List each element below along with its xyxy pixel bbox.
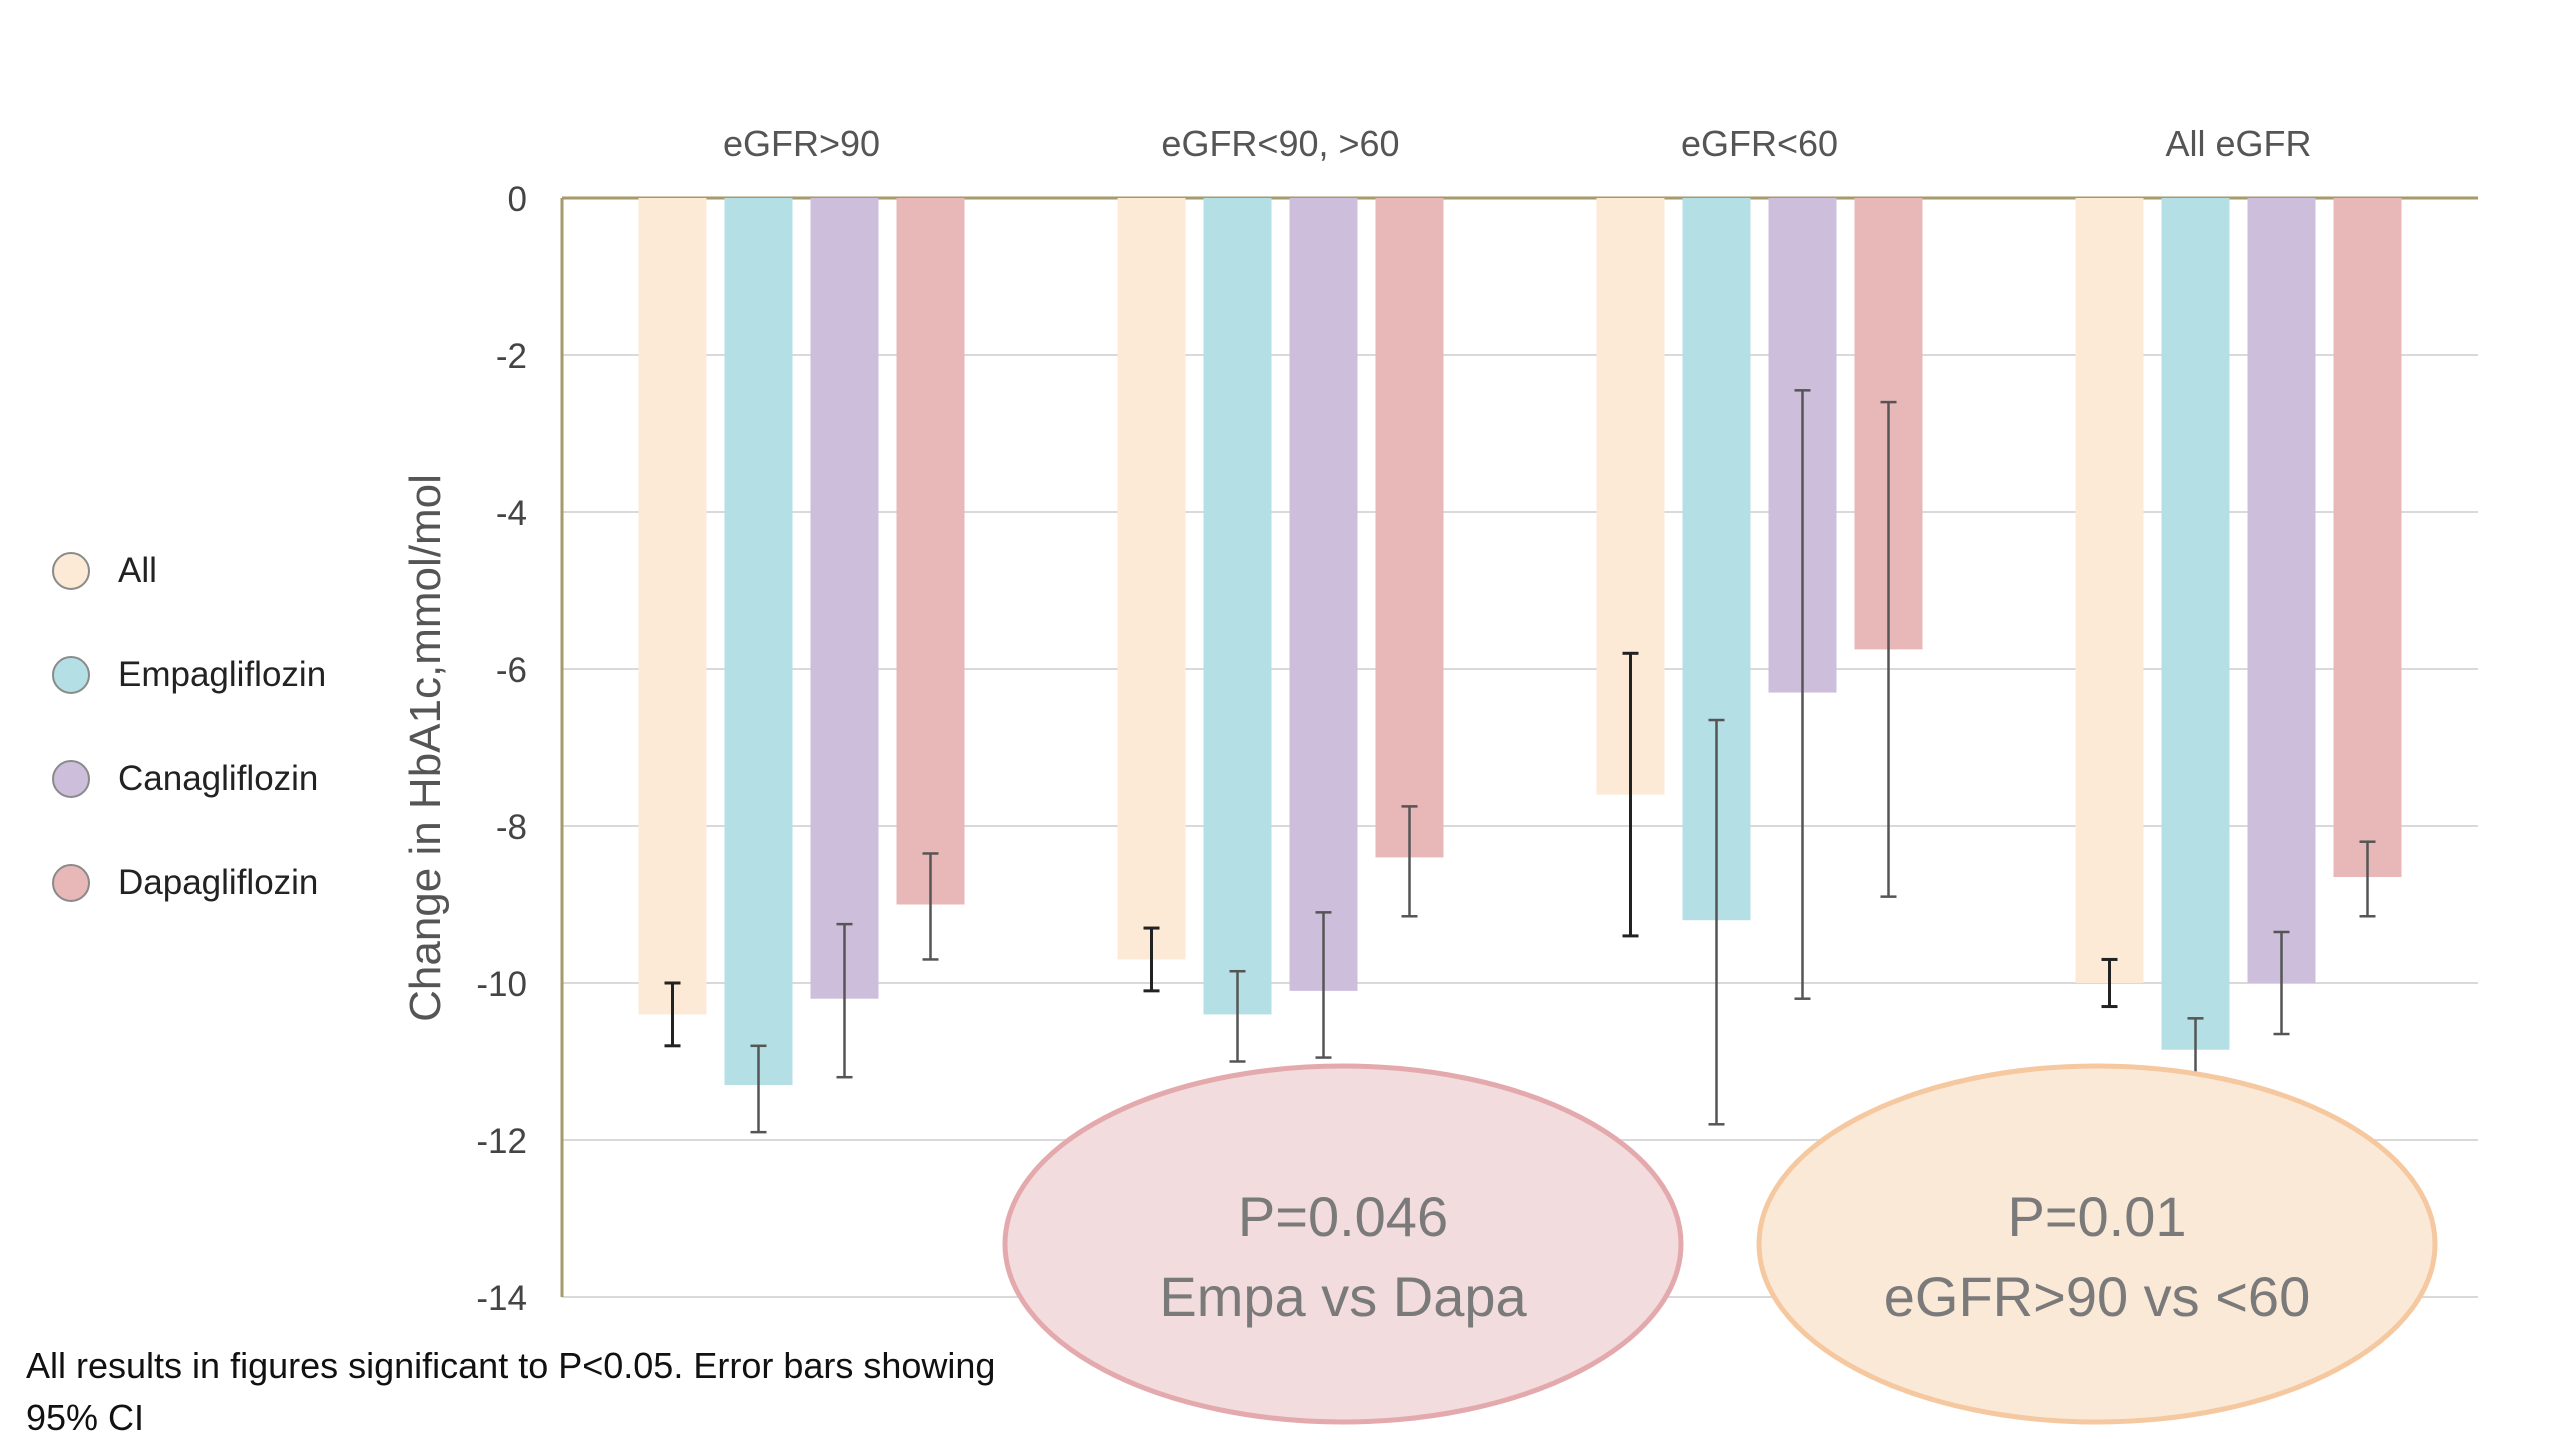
y-tick-label: -12 (476, 1122, 527, 1161)
y-axis-title: Change in HbA1c,mmol/mol (401, 474, 450, 1022)
error-bar (922, 852, 939, 961)
category-label: eGFR<90, >60 (1161, 123, 1399, 164)
error-bar (1622, 651, 1639, 938)
error-bar (1401, 805, 1418, 918)
error-bar (750, 1044, 767, 1134)
labels: 0 -2 -4 -6 -8 -10 -12 -14 Change in HbA1c,mmol/m… (401, 123, 2312, 1318)
error-bars (664, 389, 2376, 1134)
error-bar (1315, 911, 1332, 1059)
bars (638, 198, 2402, 1086)
footnote: All results in figures significant to P<… (26, 1345, 996, 1438)
legend-item-all: All (52, 545, 326, 597)
error-bar (1708, 718, 1725, 1126)
error-bar (2273, 930, 2290, 1036)
bar-canagliflozin (1289, 198, 1358, 991)
error-bar (1880, 400, 1897, 898)
y-tick-label: -4 (496, 494, 527, 533)
legend-swatch-dapagliflozin (52, 864, 90, 902)
error-bar (1143, 926, 1160, 993)
category-label: eGFR>90 (723, 123, 880, 164)
legend-swatch-empagliflozin (52, 656, 90, 694)
annotation-ellipse (1002, 1063, 1684, 1425)
annotation-ellipse (1756, 1063, 2438, 1425)
legend-label-empagliflozin: Empagliflozin (118, 655, 327, 694)
y-tick-label: -8 (496, 808, 527, 847)
annotation-comparison: eGFR>90 vs <60 (1884, 1265, 2310, 1328)
annotation-pvalue: P=0.046 (1238, 1185, 1448, 1248)
bar-empagliflozin (1203, 198, 1272, 1015)
legend: All Empagliflozin Canagliflozin Dapaglif… (52, 545, 326, 961)
legend-label-all: All (118, 551, 157, 590)
y-tick-label: -10 (476, 965, 527, 1004)
category-label: eGFR<60 (1681, 123, 1838, 164)
y-tick-label: -6 (496, 651, 527, 690)
legend-item-empagliflozin: Empagliflozin (52, 649, 326, 701)
bar-all (638, 198, 707, 1015)
y-tick-label: 0 (508, 180, 527, 219)
bar-dapagliflozin (2333, 198, 2402, 878)
bar-canagliflozin (810, 198, 879, 999)
axes (560, 196, 2478, 1297)
error-bar (1229, 969, 1246, 1063)
legend-swatch-all (52, 552, 90, 590)
y-tick-label: -14 (476, 1279, 527, 1318)
legend-label-canagliflozin: Canagliflozin (118, 759, 319, 798)
y-tick-label: -2 (496, 337, 527, 376)
error-bar (836, 922, 853, 1079)
bar-empagliflozin (2161, 198, 2230, 1050)
bar-all (2075, 198, 2144, 983)
bar-empagliflozin (724, 198, 793, 1086)
annotation-comparison: Empa vs Dapa (1159, 1265, 1527, 1328)
bar-dapagliflozin (896, 198, 965, 905)
bar-dapagliflozin (1375, 198, 1444, 858)
legend-item-canagliflozin: Canagliflozin (52, 753, 326, 805)
legend-item-dapagliflozin: Dapagliflozin (52, 857, 326, 909)
legend-label-dapagliflozin: Dapagliflozin (118, 863, 319, 902)
category-label: All eGFR (2165, 123, 2311, 164)
error-bar (664, 981, 681, 1048)
error-bar (1794, 389, 1811, 1000)
error-bar (2101, 957, 2118, 1009)
bar-canagliflozin (2247, 198, 2316, 983)
annotation-pvalue: P=0.01 (2007, 1185, 2186, 1248)
bar-all (1117, 198, 1186, 960)
legend-swatch-canagliflozin (52, 760, 90, 798)
annotations: P=0.046 Empa vs Dapa P=0.01 eGFR>90 vs <60 (1002, 1063, 2438, 1425)
error-bar (2359, 840, 2376, 918)
